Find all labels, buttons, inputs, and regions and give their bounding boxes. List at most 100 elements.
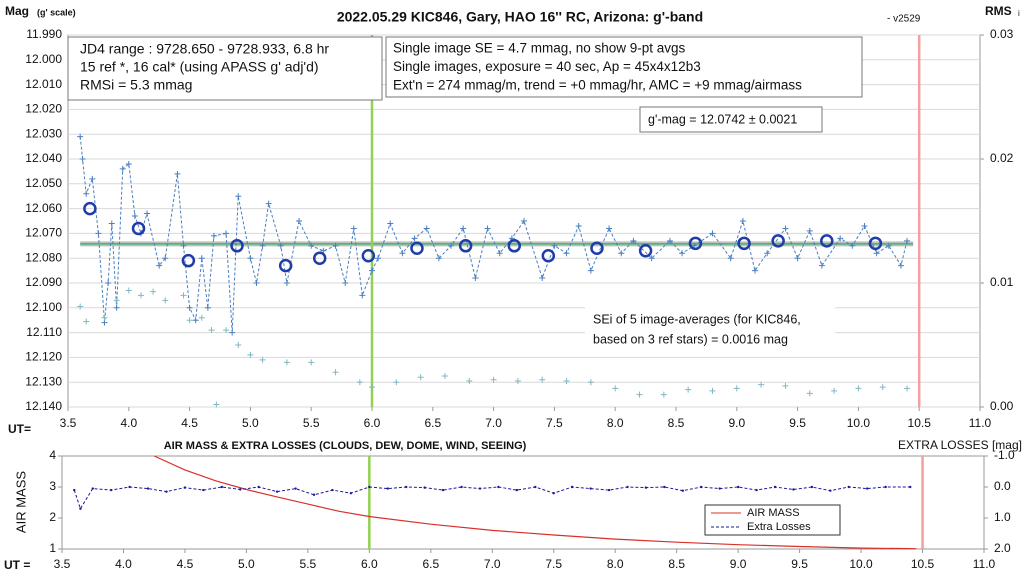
x-tick-label: 6.0 [364, 416, 381, 430]
point-marker [818, 262, 825, 269]
point-marker [563, 250, 570, 257]
point-marker [484, 225, 491, 232]
point-marker [496, 250, 503, 257]
point-marker [350, 225, 357, 232]
y2-tick-label: 2.0 [994, 541, 1011, 555]
x-tick-label: 8.0 [607, 416, 624, 430]
point-marker [83, 318, 90, 325]
y-axis-label-note: (g' scale) [37, 7, 76, 17]
point-marker [183, 486, 187, 489]
point-marker [101, 314, 108, 321]
y-tick-label: 4 [49, 448, 56, 462]
point-marker [847, 485, 850, 489]
y2-tick-label: 1.0 [994, 510, 1011, 524]
point-marker [709, 387, 716, 394]
point-marker [165, 490, 168, 493]
annotation-box [585, 305, 835, 353]
point-marker [278, 258, 293, 273]
annotation-box [67, 36, 383, 101]
point-marker [356, 379, 363, 386]
point-marker [119, 165, 126, 172]
point-marker [820, 234, 834, 248]
point-marker [283, 359, 290, 366]
point-marker [131, 221, 146, 236]
point-marker [606, 225, 613, 232]
point-marker [829, 489, 832, 492]
point-marker [79, 507, 82, 510]
chart-subtitle: - v2529 [887, 14, 921, 25]
plot-frame [61, 455, 985, 550]
point-marker [884, 485, 887, 489]
x-tick-label: 9.0 [728, 416, 745, 430]
point-marker [679, 250, 686, 257]
point-marker [128, 485, 131, 489]
point-marker [369, 384, 375, 391]
point-marker [423, 225, 430, 232]
point-marker [666, 237, 673, 244]
point-marker [312, 251, 327, 265]
point-marker [399, 250, 406, 257]
point-marker [247, 255, 254, 262]
chart-title: AIR MASS & EXTRA LOSSES (CLOUDS, DEW, DO… [164, 440, 527, 452]
x-tick-label: 7.5 [546, 416, 563, 430]
x-tick-label: 7.0 [485, 416, 502, 430]
x-tick-label: 3.5 [60, 416, 77, 430]
y-tick-label: 12.090 [25, 275, 62, 289]
point-marker [806, 227, 813, 234]
point-marker [95, 230, 102, 237]
point-marker [435, 255, 442, 262]
point-marker [417, 374, 424, 381]
annotation-box [639, 106, 823, 133]
point-marker [386, 487, 389, 490]
annotation-text: SEi of 5 image-averages (for KIC846, [593, 312, 801, 326]
x-tick-label: 5.0 [238, 557, 255, 571]
point-marker [806, 390, 813, 397]
point-marker [521, 218, 527, 224]
y2-tick-label: 0.0 [994, 479, 1011, 493]
point-marker [239, 488, 242, 491]
y-tick-label: 12.120 [25, 350, 62, 364]
x-tick-label: 6.5 [422, 557, 439, 571]
legend-label: AIR MASS [747, 507, 800, 519]
point-marker [332, 369, 339, 376]
point-marker [91, 487, 94, 490]
point-marker [150, 288, 157, 295]
point-marker [855, 385, 862, 392]
point-marker [369, 267, 375, 274]
point-marker [162, 255, 169, 262]
point-marker [771, 234, 785, 248]
point-marker [507, 239, 522, 253]
point-marker [235, 342, 242, 348]
point-marker [202, 488, 205, 492]
point-marker [89, 175, 96, 182]
point-marker [626, 485, 629, 489]
point-marker [113, 304, 120, 311]
point-marker [733, 385, 740, 392]
x-tick-label: 10.5 [911, 557, 935, 571]
y-tick-label: 12.010 [25, 77, 62, 91]
point-marker [736, 485, 740, 489]
point-marker [831, 387, 838, 394]
point-marker [277, 242, 284, 249]
point-marker [73, 488, 76, 492]
point-marker [230, 239, 244, 253]
annotation-text: Single image SE = 4.7 mmag, no show 9-pt… [393, 41, 686, 56]
y2-tick-label: 0.00 [990, 399, 1014, 413]
point-marker [514, 377, 521, 384]
point-marker [660, 391, 667, 398]
point-marker [265, 200, 272, 207]
y-tick-label: 12.080 [25, 250, 62, 264]
point-marker [648, 255, 655, 262]
x-tick-label: 11.0 [969, 416, 992, 430]
legend-label: Extra Losses [747, 521, 811, 533]
point-marker [663, 485, 666, 489]
x-tick-label: 8.0 [607, 557, 624, 571]
point-marker [472, 275, 479, 282]
point-marker [156, 262, 163, 269]
point-marker [393, 379, 400, 386]
y-tick-label: 12.030 [25, 126, 62, 140]
x-tick-label: 5.5 [300, 557, 317, 571]
x-tick-label: 8.5 [668, 557, 685, 571]
y-axis-label: AIR MASS [13, 471, 28, 533]
